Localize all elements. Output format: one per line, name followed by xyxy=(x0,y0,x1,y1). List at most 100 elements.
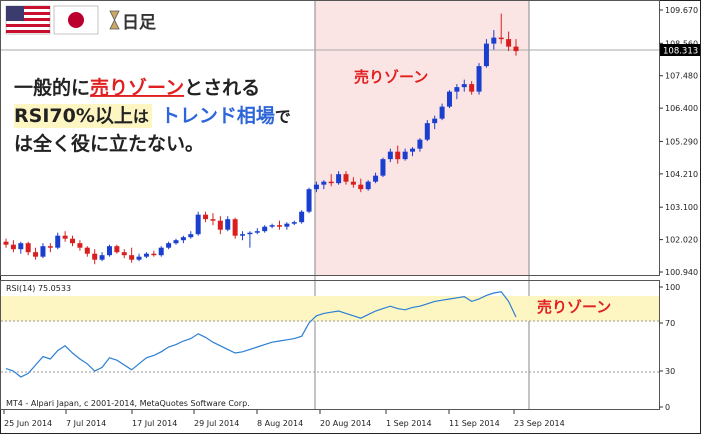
candle xyxy=(506,31,512,52)
candle xyxy=(476,63,482,95)
time-tick-label: 17 Jul 2014 xyxy=(132,419,177,428)
candle xyxy=(33,247,39,260)
candle xyxy=(77,240,83,251)
rsi-line xyxy=(5,291,517,378)
headline-line-2: RSI70%以上は トレンド相場で xyxy=(14,105,291,127)
time-axis: 25 Jun 2014 7 Jul 2014 17 Jul 2014 29 Jul 2… xyxy=(3,410,565,428)
candle xyxy=(417,138,423,152)
candle xyxy=(3,238,9,248)
candle xyxy=(387,148,393,163)
candle xyxy=(424,120,430,142)
candle xyxy=(498,13,504,44)
candle xyxy=(240,231,246,241)
candle xyxy=(217,216,223,235)
candle xyxy=(247,231,253,248)
candle xyxy=(232,217,238,239)
rsi-tick-label: 0 xyxy=(665,403,670,412)
rsi-panel-frame xyxy=(0,280,660,410)
candle xyxy=(269,223,275,229)
candle xyxy=(195,211,201,236)
candle xyxy=(47,243,53,253)
candle xyxy=(129,247,135,263)
candle xyxy=(373,172,379,184)
candle xyxy=(180,235,186,244)
time-tick-label: 25 Jun 2014 xyxy=(4,419,52,428)
hourglass-icon xyxy=(109,10,120,30)
candlestick-series xyxy=(3,13,519,265)
price-tick-label: 102.020 xyxy=(665,236,698,245)
candle xyxy=(380,157,386,178)
candle xyxy=(121,249,127,259)
candle xyxy=(25,241,31,256)
candle xyxy=(336,171,342,185)
candle xyxy=(62,231,68,242)
footer-copyright: MT4 - Alpari Japan, c 2001-2014, MetaQuo… xyxy=(6,399,250,408)
time-tick-label: 23 Sep 2014 xyxy=(514,419,565,428)
time-tick-label: 1 Sep 2014 xyxy=(386,419,432,428)
candle xyxy=(210,213,216,226)
candle xyxy=(432,115,438,130)
price-tick-label: 106.400 xyxy=(665,104,698,113)
candle xyxy=(284,222,290,230)
price-tick-label: 104.210 xyxy=(665,170,698,179)
candle xyxy=(166,241,172,250)
candle xyxy=(343,171,349,185)
candle xyxy=(84,246,90,257)
candle xyxy=(203,211,209,223)
rsi-axis: 100 70 30 0 xyxy=(659,283,680,412)
candle xyxy=(70,235,76,247)
current-price-tag xyxy=(660,44,700,56)
rsi-indicator-label: RSI(14) 75.0533 xyxy=(6,284,71,293)
candle xyxy=(469,81,475,95)
price-axis: 109.670 108.560 107.480 106.400 105.290 104.2… xyxy=(659,6,698,277)
headline-line-3: は全く役に立たない。 xyxy=(14,132,204,155)
rsi-overbought-band xyxy=(1,296,659,321)
rsi-tick-label: 70 xyxy=(665,319,675,328)
candle xyxy=(10,240,16,253)
usa-flag-icon xyxy=(5,5,51,35)
time-tick-label: 11 Sep 2014 xyxy=(449,419,500,428)
candle xyxy=(158,246,164,257)
price-tick-label: 103.100 xyxy=(665,203,698,212)
price-tick-label: 105.290 xyxy=(665,137,698,146)
candle xyxy=(306,187,312,214)
candle xyxy=(446,90,452,109)
price-tick-label: 109.670 xyxy=(665,6,698,15)
candle xyxy=(151,250,157,257)
candle xyxy=(92,249,98,265)
candle xyxy=(313,181,319,193)
candle xyxy=(328,174,334,187)
price-panel-frame xyxy=(0,0,660,276)
candle xyxy=(395,145,401,164)
candle xyxy=(291,220,297,226)
timeframe-label: 日足 xyxy=(122,13,156,33)
candle xyxy=(439,103,445,121)
candle xyxy=(188,231,194,239)
candle xyxy=(491,30,497,50)
candle xyxy=(143,252,149,259)
candle xyxy=(513,39,519,56)
candle xyxy=(173,238,179,245)
candle xyxy=(402,148,408,161)
candle xyxy=(276,220,282,230)
rsi-zone-label: 売りゾーン xyxy=(537,298,611,316)
candle xyxy=(454,84,460,100)
price-tick-label: 100.940 xyxy=(665,268,698,277)
sell-zone-bg xyxy=(315,1,529,275)
candle xyxy=(40,243,46,259)
rsi-tick-label: 30 xyxy=(665,367,675,376)
candle xyxy=(299,210,305,224)
headline-highlight xyxy=(14,104,152,128)
current-price-label: 108.313 xyxy=(663,47,698,57)
time-tick-label: 29 Jul 2014 xyxy=(194,419,239,428)
candle xyxy=(136,253,142,262)
candle xyxy=(55,232,61,250)
candle xyxy=(225,216,231,232)
headline-line-1: 一般的に売りゾーンとされる xyxy=(14,76,260,99)
candle xyxy=(18,241,24,254)
candle xyxy=(365,180,371,191)
candle xyxy=(410,147,416,157)
rsi-tick-label: 100 xyxy=(665,283,680,292)
candle xyxy=(114,244,120,254)
